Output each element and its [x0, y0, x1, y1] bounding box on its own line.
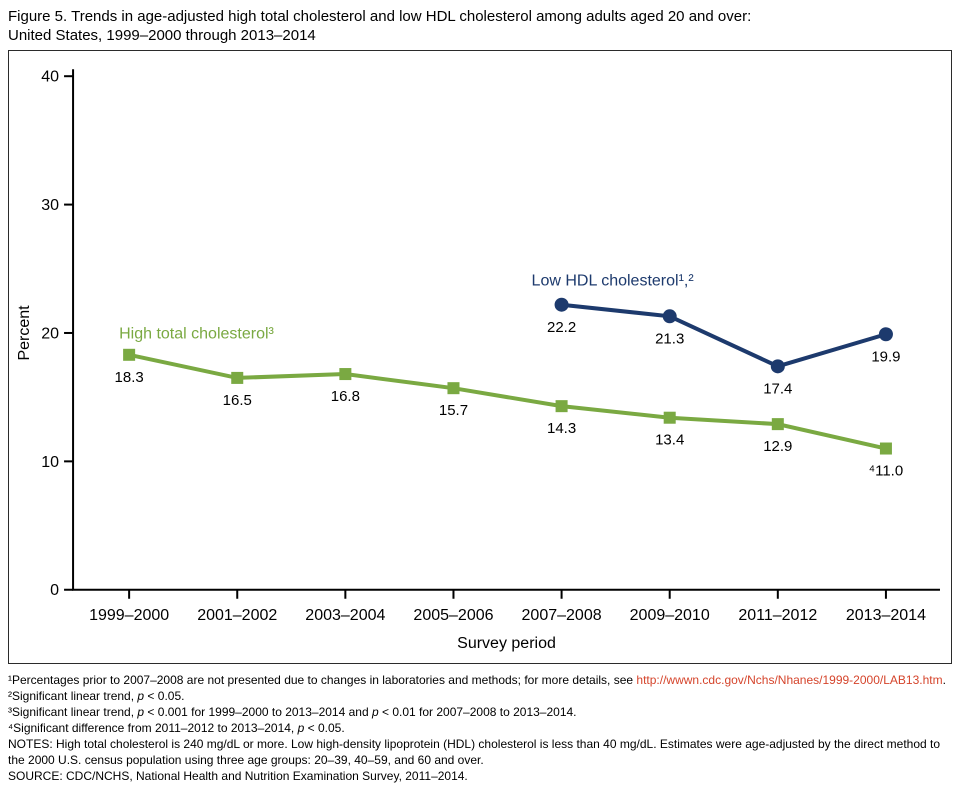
notes: NOTES: High total cholesterol is 240 mg/…	[8, 736, 950, 768]
x-axis-tick-label: 2013–2014	[846, 607, 926, 624]
data-point-marker	[770, 359, 785, 374]
source: SOURCE: CDC/NCHS, National Health and Nu…	[8, 768, 950, 784]
x-axis-tick-label: 2011–2012	[738, 607, 817, 624]
series-line-1	[561, 302, 887, 369]
footnote-link[interactable]: http://wwwn.cdc.gov/Nchs/Nhanes/1999-200…	[636, 673, 943, 687]
series-annotation-0: High total cholesterol³	[119, 325, 274, 342]
y-axis-tick-label: 40	[41, 69, 59, 86]
data-point-marker	[771, 418, 784, 431]
data-point-label: 12.9	[763, 438, 792, 455]
footnote-text: p	[371, 705, 379, 719]
footnote-text: ¹Percentages prior to 2007–2008 are not …	[8, 673, 637, 687]
data-point-marker	[447, 382, 460, 395]
data-point-label: 16.5	[223, 392, 252, 409]
footnote-text: NOTES: High total cholesterol is 240 mg/…	[8, 737, 941, 767]
data-point-label: ⁴11.0	[869, 463, 904, 480]
footnote-text: < 0.01 for 2007–2008 to 2013–2014.	[378, 705, 577, 719]
chart-frame: 0 10 20 30 40 1999–2000 2001–2002 2003–2004 2005…	[8, 50, 952, 664]
footnote-text: SOURCE: CDC/NCHS, National Health and Nu…	[8, 769, 468, 783]
y-axis-tick-label: 20	[41, 325, 59, 342]
footnote-3: ³Significant linear trend, p < 0.001 for…	[8, 704, 950, 720]
y-axis-tick-label: 0	[50, 582, 59, 599]
cholesterol-trend-chart: 0 10 20 30 40 1999–2000 2001–2002 2003–2004 2005…	[16, 69, 940, 652]
x-axis-tick-label: 2001–2002	[197, 607, 277, 624]
x-axis-title: Survey period	[457, 635, 556, 652]
footnote-1: ¹Percentages prior to 2007–2008 are not …	[8, 672, 950, 688]
data-point-label: 13.4	[655, 432, 684, 449]
data-point-marker	[662, 309, 677, 324]
y-axis-tick-label: 30	[41, 197, 59, 214]
x-axis-tick-label: 2003–2004	[305, 607, 385, 624]
y-axis-tick-label: 10	[41, 454, 59, 471]
footnote-text: ³Significant linear trend,	[8, 705, 138, 719]
x-axis-tick-label: 2005–2006	[413, 607, 493, 624]
data-point-marker	[878, 327, 893, 342]
data-point-label: 16.8	[331, 388, 360, 405]
footnote-2: ²Significant linear trend, p < 0.05.	[8, 688, 950, 704]
data-point-label: 19.9	[871, 348, 900, 365]
figure-title-line-1: Figure 5. Trends in age-adjusted high to…	[8, 8, 752, 25]
x-axis-tick-label: 2007–2008	[522, 607, 602, 624]
data-point-marker	[554, 297, 569, 312]
x-axis-tick-label: 1999–2000	[89, 607, 169, 624]
data-point-label: 17.4	[763, 380, 792, 397]
data-point-label: 15.7	[439, 402, 468, 419]
data-point-label: 18.3	[115, 369, 144, 386]
data-point-marker	[663, 411, 676, 424]
footnote-text: ⁴Significant difference from 2011–2012 t…	[8, 721, 298, 735]
figure-title: Figure 5. Trends in age-adjusted high to…	[0, 0, 960, 50]
data-point-label: 21.3	[655, 330, 684, 347]
data-point-marker	[339, 368, 352, 381]
data-point-marker	[555, 400, 568, 413]
series-annotation-1: Low HDL cholesterol¹,²	[532, 272, 695, 289]
data-point-marker	[123, 348, 136, 361]
footnote-4: ⁴Significant difference from 2011–2012 t…	[8, 720, 950, 736]
series-line-0	[128, 352, 887, 451]
footnote-text: .	[942, 673, 946, 687]
footnote-text: < 0.05.	[304, 721, 345, 735]
data-point-marker	[879, 442, 892, 455]
figure-title-line-2: United States, 1999–2000 through 2013–20…	[8, 27, 316, 44]
data-point-label: 22.2	[547, 319, 576, 336]
footnotes: ¹Percentages prior to 2007–2008 are not …	[0, 664, 960, 784]
data-point-label: 14.3	[547, 420, 576, 437]
footnote-text: < 0.001 for 1999–2000 to 2013–2014 and	[144, 705, 372, 719]
y-axis-title: Percent	[16, 305, 33, 361]
footnote-text: p	[297, 721, 305, 735]
footnote-text: p	[137, 705, 145, 719]
data-point-marker	[231, 371, 244, 384]
footnote-text: p	[137, 689, 145, 703]
footnote-text: < 0.05.	[144, 689, 185, 703]
x-axis-tick-label: 2009–2010	[630, 607, 710, 624]
footnote-text: ²Significant linear trend,	[8, 689, 138, 703]
